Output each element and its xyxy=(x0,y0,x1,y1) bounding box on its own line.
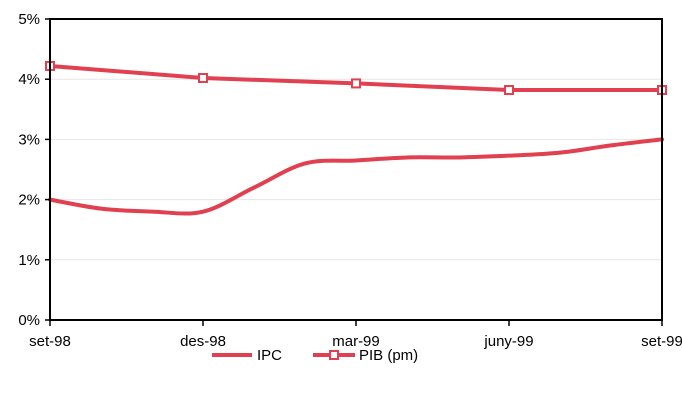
y-tick-label-5: 5% xyxy=(18,11,40,28)
pib-marker-2 xyxy=(351,78,361,89)
y-tick-label-0: 0% xyxy=(18,312,40,329)
series-ipc xyxy=(48,137,664,216)
ipc-line xyxy=(48,137,664,216)
y-tick-label-2: 2% xyxy=(18,192,40,209)
legend-pib-label: PIB (pm) xyxy=(359,347,418,364)
x-tick-label-3: juny-99 xyxy=(483,333,533,350)
axes xyxy=(49,18,663,321)
series-pib xyxy=(45,60,667,96)
y-tick-label-4: 4% xyxy=(18,71,40,88)
grid-lines xyxy=(50,78,662,261)
x-axis-ticks: set-98 des-98 mar-99 juny-99 set-99 xyxy=(29,320,682,350)
x-tick-label-1: des-98 xyxy=(180,333,226,350)
x-tick-label-4: set-99 xyxy=(641,333,682,350)
legend-ipc-label: IPC xyxy=(257,347,282,364)
x-tick-label-2: mar-99 xyxy=(332,333,380,350)
pib-marker-3 xyxy=(504,85,514,96)
plot-frame xyxy=(49,18,663,321)
y-axis-ticks: 0% 1% 2% 3% 4% 5% xyxy=(18,11,50,329)
legend: IPC PIB (pm) xyxy=(212,347,418,364)
legend-pib-marker xyxy=(329,350,339,360)
x-tick-label-0: set-98 xyxy=(29,333,71,350)
y-tick-label-1: 1% xyxy=(18,252,40,269)
y-tick-label-3: 3% xyxy=(18,131,40,148)
pib-marker-1 xyxy=(198,72,208,83)
